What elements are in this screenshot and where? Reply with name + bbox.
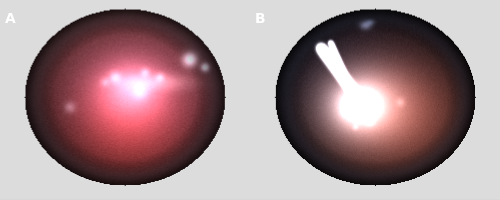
Text: B: B <box>255 12 266 26</box>
Text: A: A <box>5 12 16 26</box>
